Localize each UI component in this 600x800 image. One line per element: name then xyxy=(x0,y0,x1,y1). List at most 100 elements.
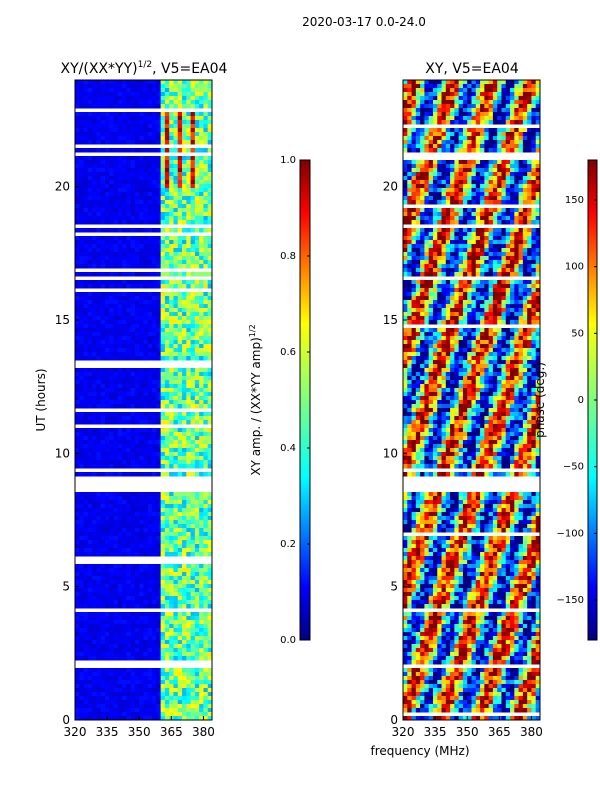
amplitude-cell xyxy=(113,564,119,569)
amplitude-cell xyxy=(79,332,85,337)
phase-cell xyxy=(475,84,481,89)
amplitude-cell xyxy=(83,168,89,173)
amplitude-cell xyxy=(117,440,123,445)
amplitude-cell xyxy=(83,196,89,201)
amplitude-cell xyxy=(182,284,187,289)
amplitude-cell xyxy=(75,192,80,197)
amplitude-cell xyxy=(87,324,93,329)
amplitude-cell xyxy=(134,328,140,333)
amplitude-cell xyxy=(186,204,192,209)
amplitude-cell xyxy=(83,520,89,525)
amplitude-cell xyxy=(75,672,80,677)
amplitude-cell xyxy=(130,572,136,577)
amplitude-cell xyxy=(203,340,209,345)
phase-cell xyxy=(505,84,511,89)
amplitude-cell xyxy=(156,148,162,153)
amplitude-cell xyxy=(139,416,144,421)
amplitude-cell xyxy=(113,184,119,189)
amplitude-cell xyxy=(126,460,132,465)
phase-cell xyxy=(454,108,460,113)
amplitude-cell xyxy=(164,616,170,621)
amplitude-cell xyxy=(96,616,102,621)
amplitude-cell xyxy=(152,636,157,641)
amplitude-cell xyxy=(109,416,115,421)
amplitude-cell xyxy=(177,324,183,329)
amplitude-cell xyxy=(177,388,183,393)
amplitude-cell xyxy=(207,436,213,441)
amplitude-cell xyxy=(134,120,140,125)
amplitude-cell xyxy=(160,572,166,577)
amplitude-cell xyxy=(156,380,162,385)
amplitude-cell xyxy=(139,628,144,633)
amplitude-cell xyxy=(160,112,166,117)
amplitude-cell xyxy=(152,440,157,445)
amplitude-cell xyxy=(109,704,115,709)
phase-cell xyxy=(492,120,498,125)
amplitude-cell xyxy=(143,256,149,261)
amplitude-cell xyxy=(104,344,110,349)
amplitude-cell xyxy=(147,172,153,177)
amplitude-cell xyxy=(117,500,123,505)
amplitude-cell xyxy=(113,588,119,593)
phase-cell xyxy=(450,80,455,85)
amplitude-cell xyxy=(100,384,106,389)
amplitude-cell xyxy=(79,92,85,97)
amplitude-cell xyxy=(92,172,97,177)
amplitude-cell xyxy=(182,524,187,529)
amplitude-cell xyxy=(130,248,136,253)
amplitude-cell xyxy=(87,624,93,629)
amplitude-cell xyxy=(113,160,119,165)
amplitude-cell xyxy=(173,512,179,517)
amplitude-cell xyxy=(207,272,213,277)
phase-cell xyxy=(471,108,477,113)
amplitude-cell xyxy=(122,548,127,553)
amplitude-cell xyxy=(117,300,123,305)
amplitude-cell xyxy=(186,240,192,245)
amplitude-cell xyxy=(177,576,183,581)
amplitude-cell xyxy=(75,116,80,121)
amplitude-cell xyxy=(134,568,140,573)
amplitude-cell xyxy=(186,248,192,253)
phase-cell xyxy=(445,120,451,125)
phase-cell xyxy=(403,88,408,93)
amplitude-cell xyxy=(130,656,136,661)
amplitude-cell xyxy=(104,148,110,153)
amplitude-cell xyxy=(130,372,136,377)
amplitude-cell xyxy=(190,600,196,605)
amplitude-colorbar-label-main: XY amp. / (XX*YY amp) xyxy=(249,337,263,475)
amplitude-cell xyxy=(117,200,123,205)
amplitude-cell xyxy=(83,308,89,313)
amplitude-cell xyxy=(83,448,89,453)
amplitude-cell xyxy=(203,712,209,717)
amplitude-cell xyxy=(92,452,97,457)
amplitude-cell xyxy=(75,256,80,261)
amplitude-cell xyxy=(83,508,89,513)
amplitude-cell xyxy=(117,340,123,345)
amplitude-cell xyxy=(134,204,140,209)
amplitude-cell xyxy=(104,524,110,529)
amplitude-cell xyxy=(87,304,93,309)
phase-cell xyxy=(531,84,537,89)
amplitude-cell xyxy=(173,136,179,141)
amplitude-cell xyxy=(152,548,157,553)
amplitude-cell xyxy=(109,576,115,581)
amplitude-cell xyxy=(96,296,102,301)
amplitude-cell xyxy=(182,684,187,689)
amplitude-cell xyxy=(113,576,119,581)
amplitude-cell xyxy=(207,596,213,601)
amplitude-cell xyxy=(160,240,166,245)
amplitude-cell xyxy=(130,540,136,545)
amplitude-cell xyxy=(182,172,187,177)
amplitude-cell xyxy=(147,216,153,221)
amplitude-cell xyxy=(177,496,183,501)
amplitude-cell xyxy=(126,332,132,337)
amplitude-cell xyxy=(207,644,213,649)
amplitude-cell xyxy=(75,492,80,497)
amplitude-cell xyxy=(164,128,170,133)
amplitude-cell xyxy=(122,260,127,265)
amplitude-cell xyxy=(122,168,127,173)
amplitude-cell xyxy=(156,700,162,705)
amplitude-cell xyxy=(177,680,183,685)
amplitude-cell xyxy=(203,176,209,181)
amplitude-cell xyxy=(186,592,192,597)
